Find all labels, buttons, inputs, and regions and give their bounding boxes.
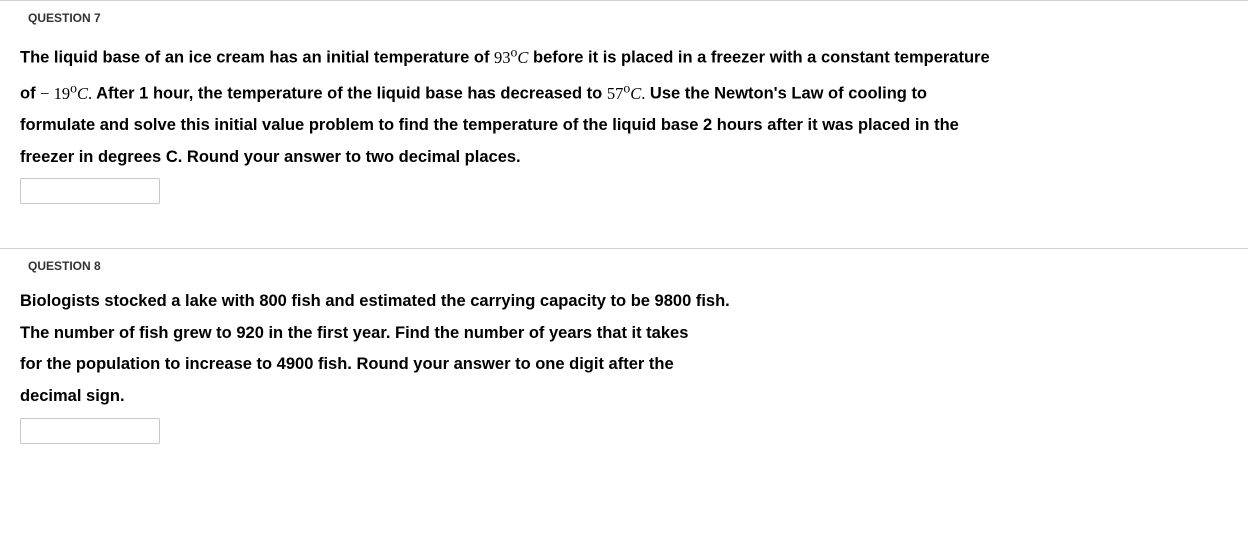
question-text: formulate and solve this initial value p… <box>20 116 959 134</box>
question-block: QUESTION 8 Biologists stocked a lake with… <box>0 248 1248 463</box>
answer-input[interactable] <box>20 418 160 444</box>
question-text: freezer in degrees C. Round your answer … <box>20 148 521 166</box>
question-text: The number of fish grew to 920 in the fi… <box>20 324 688 342</box>
block-spacer <box>0 224 1248 248</box>
math-number: 19 <box>54 84 71 103</box>
question-text: Use the Newton's Law of cooling to <box>645 85 927 103</box>
question-paragraph: freezer in degrees C. Round your answer … <box>20 145 1228 171</box>
question-body: The liquid base of an ice cream has an i… <box>0 31 1248 224</box>
question-paragraph: The number of fish grew to 920 in the fi… <box>20 321 1228 347</box>
question-text: of <box>20 85 40 103</box>
math-unit: C <box>77 84 88 103</box>
question-body: Biologists stocked a lake with 800 fish … <box>0 279 1248 463</box>
math-expression: − 19oC. <box>40 85 92 103</box>
math-number: 57 <box>607 84 624 103</box>
math-number: 93 <box>494 48 511 67</box>
math-unit: C <box>630 84 641 103</box>
question-paragraph: The liquid base of an ice cream has an i… <box>20 41 1228 71</box>
math-expression: 93oC <box>494 49 528 67</box>
question-text: Biologists stocked a lake with 800 fish … <box>20 292 730 310</box>
question-paragraph: for the population to increase to 4900 f… <box>20 352 1228 378</box>
question-paragraph: decimal sign. <box>20 384 1228 410</box>
math-expression: 57oC. <box>607 85 646 103</box>
question-text: for the population to increase to 4900 f… <box>20 355 674 373</box>
question-text: The liquid base of an ice cream has an i… <box>20 49 494 67</box>
answer-input[interactable] <box>20 178 160 204</box>
question-paragraph: of − 19oC. After 1 hour, the temperature… <box>20 77 1228 107</box>
question-block: QUESTION 7 The liquid base of an ice crea… <box>0 0 1248 248</box>
question-label: QUESTION 8 <box>0 249 1248 279</box>
math-degree: o <box>70 80 77 95</box>
math-unit: C <box>517 48 528 67</box>
question-text: After 1 hour, the temperature of the liq… <box>92 85 607 103</box>
question-text: decimal sign. <box>20 387 125 405</box>
question-label: QUESTION 7 <box>0 1 1248 31</box>
question-text: before it is placed in a freezer with a … <box>528 49 989 67</box>
question-paragraph: Biologists stocked a lake with 800 fish … <box>20 289 1228 315</box>
question-paragraph: formulate and solve this initial value p… <box>20 113 1228 139</box>
math-minus: − <box>40 84 53 103</box>
